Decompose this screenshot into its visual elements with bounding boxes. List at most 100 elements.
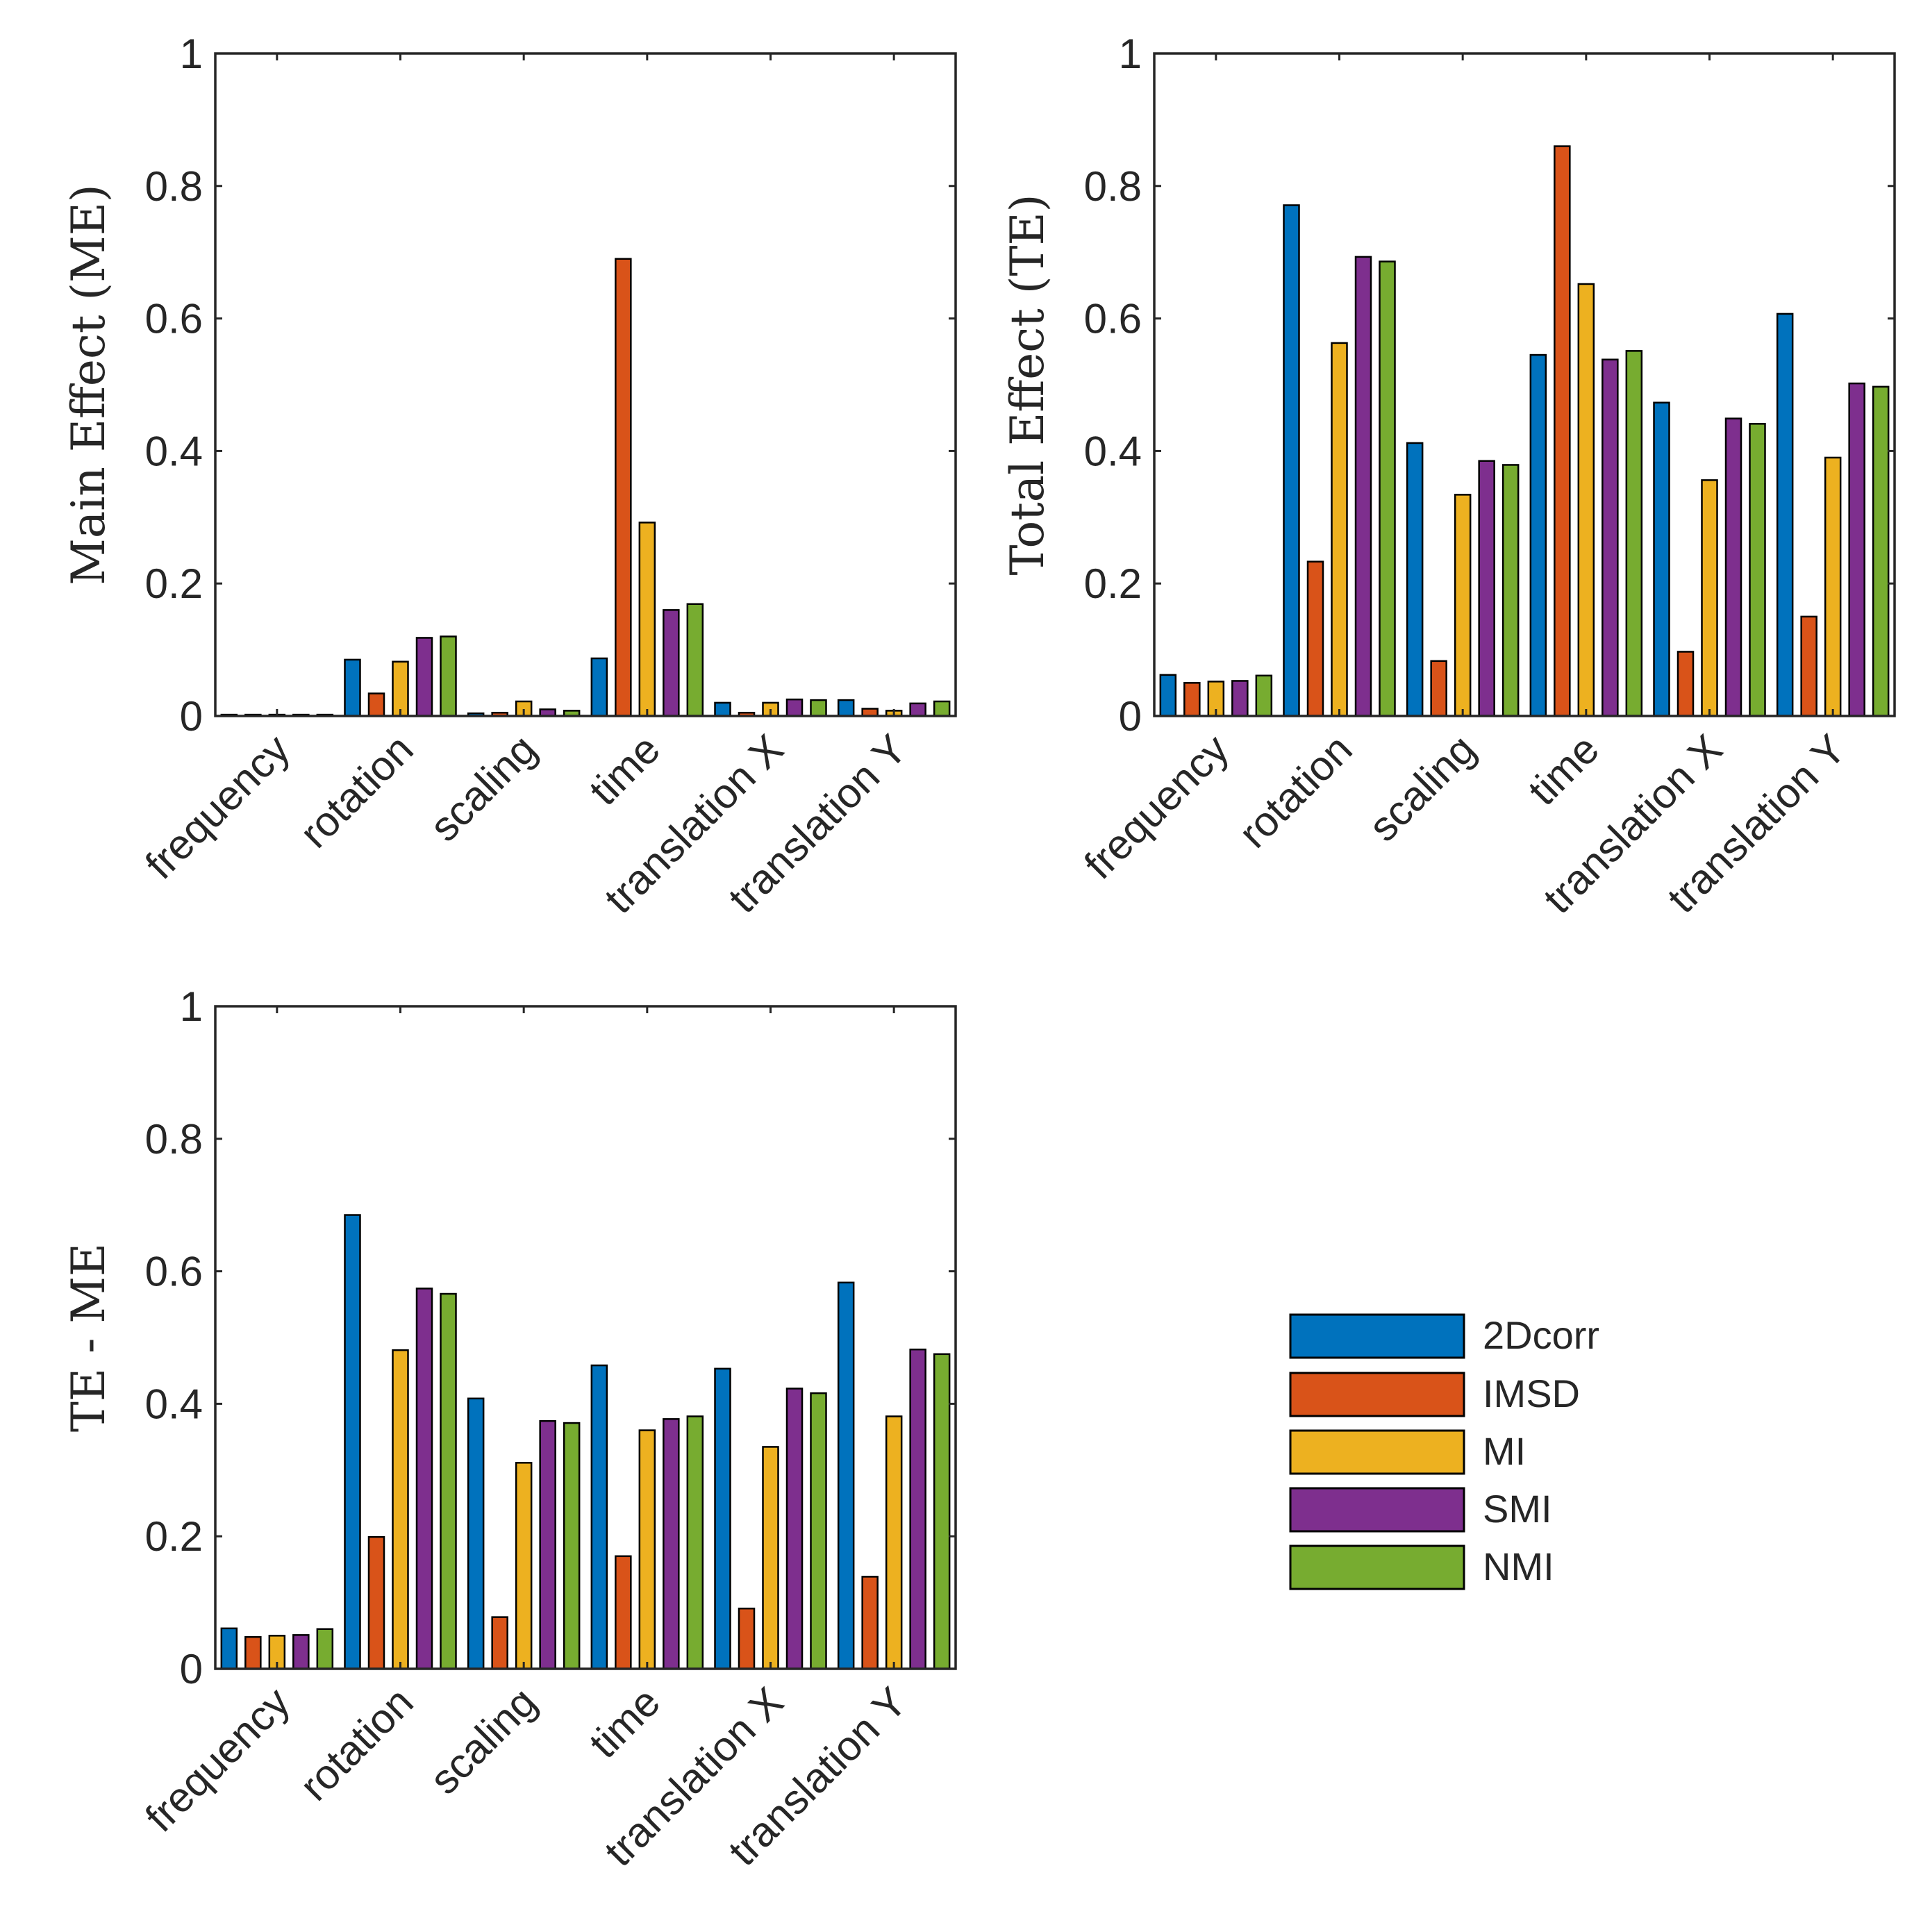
bar-smi-translation-y: [909, 1348, 926, 1670]
bar-nmi-scaling: [1501, 464, 1520, 717]
bar-imsd-time: [1554, 145, 1571, 717]
legend-swatch-smi: [1289, 1487, 1465, 1533]
bar-mi-translation-x: [1701, 479, 1718, 717]
bar-nmi-translation-x: [810, 1392, 827, 1670]
bar-imsd-translation-y: [861, 1576, 879, 1670]
bar-smi-scaling: [539, 1419, 556, 1670]
y-tick-label: 0.8: [145, 163, 203, 210]
bar-2dcorr-time: [1529, 353, 1547, 717]
bar-nmi-translation-y: [1872, 385, 1890, 717]
y-tick-label: 0.2: [145, 560, 203, 607]
bar-nmi-frequency: [1255, 674, 1273, 717]
y-tick-label: 1: [180, 31, 203, 77]
legend: 2Dcorr IMSD MI SMI NMI: [1289, 1313, 1599, 1590]
bar-mi-rotation: [1331, 342, 1348, 717]
legend-label-2dcorr: 2Dcorr: [1483, 1313, 1599, 1357]
bar-smi-rotation: [415, 1288, 433, 1670]
legend-swatch-nmi: [1289, 1544, 1465, 1590]
bar-mi-rotation: [392, 660, 409, 717]
bar-smi-frequency: [292, 1634, 310, 1670]
bar-nmi-time: [686, 603, 704, 717]
axes-frame: [214, 1005, 957, 1670]
y-tick-label: 0.2: [1084, 560, 1142, 607]
y-axis-title: TE - ME: [62, 1243, 115, 1432]
bars: [1159, 145, 1890, 717]
bar-nmi-scaling: [563, 1422, 581, 1670]
bar-imsd-scaling: [1430, 660, 1447, 717]
bar-mi-time: [638, 522, 656, 717]
bar-2dcorr-translation-x: [714, 1367, 731, 1670]
bar-smi-scaling: [1478, 460, 1495, 717]
legend-entry-mi: MI: [1289, 1429, 1526, 1475]
y-ticks: 0 0.2 0.4 0.6 0.8 1: [145, 983, 956, 1692]
bar-nmi-translation-y: [933, 700, 951, 717]
bar-nmi-frequency: [316, 1628, 334, 1670]
axes-frame: [1153, 52, 1896, 717]
y-tick-label: 0.4: [145, 1381, 203, 1427]
bar-nmi-translation-y: [933, 1353, 951, 1670]
bar-2dcorr-translation-y: [837, 699, 855, 717]
bar-imsd-rotation: [367, 1535, 385, 1670]
bar-2dcorr-scaling: [1406, 442, 1424, 717]
y-tick-label: 0.6: [145, 296, 203, 342]
legend-entry-2dcorr: 2Dcorr: [1289, 1313, 1599, 1359]
legend-label-nmi: NMI: [1483, 1544, 1554, 1588]
y-tick-label: 0: [1119, 693, 1142, 740]
bar-mi-translation-y: [885, 1415, 903, 1670]
y-tick-label: 0.4: [145, 428, 203, 474]
bar-2dcorr-rotation: [344, 1214, 361, 1670]
bar-2dcorr-translation-x: [1653, 401, 1670, 717]
bar-imsd-rotation: [1306, 560, 1324, 717]
legend-label-mi: MI: [1483, 1429, 1526, 1473]
bar-2dcorr-time: [590, 1364, 608, 1670]
bar-smi-time: [663, 1418, 680, 1670]
legend-label-smi: SMI: [1483, 1487, 1552, 1531]
y-tick-label: 0.4: [1084, 428, 1142, 474]
bar-imsd-translation-x: [1677, 651, 1695, 717]
y-tick-label: 0.6: [145, 1249, 203, 1295]
y-tick-label: 0.8: [1084, 163, 1142, 210]
bar-smi-translation-x: [1724, 417, 1742, 717]
bar-nmi-translation-x: [1749, 423, 1766, 717]
bar-nmi-rotation: [1379, 260, 1396, 717]
bar-nmi-rotation: [440, 635, 457, 717]
legend-label-imsd: IMSD: [1483, 1372, 1580, 1415]
bar-smi-rotation: [1354, 256, 1372, 717]
bar-smi-translation-y: [1848, 382, 1865, 717]
bar-nmi-rotation: [440, 1292, 457, 1670]
bar-2dcorr-rotation: [1283, 204, 1300, 717]
y-axis-title: Total Effect (TE): [1001, 194, 1054, 576]
bar-mi-rotation: [392, 1349, 409, 1670]
bar-mi-time: [638, 1429, 656, 1670]
bar-2dcorr-translation-x: [714, 701, 731, 717]
bar-2dcorr-translation-y: [837, 1281, 855, 1670]
y-ticks: 0 0.2 0.4 0.6 0.8 1: [1084, 31, 1895, 740]
bar-imsd-translation-y: [1800, 615, 1817, 717]
bar-mi-scaling: [1454, 494, 1472, 717]
legend-entry-imsd: IMSD: [1289, 1372, 1580, 1417]
bar-imsd-frequency: [1183, 682, 1201, 717]
bar-imsd-time: [615, 1555, 632, 1670]
bar-2dcorr-frequency: [220, 1627, 238, 1670]
bar-nmi-time: [686, 1415, 704, 1670]
y-tick-label: 0: [180, 1646, 203, 1692]
bar-nmi-time: [1625, 350, 1643, 717]
bar-imsd-scaling: [491, 1616, 508, 1670]
y-axis-title: Main Effect (ME): [62, 184, 115, 585]
bar-mi-translation-x: [762, 1446, 779, 1670]
bar-2dcorr-translation-y: [1776, 313, 1794, 717]
bar-nmi-translation-x: [810, 699, 827, 717]
bar-smi-translation-y: [909, 702, 926, 717]
bar-mi-time: [1577, 283, 1595, 717]
bar-mi-translation-y: [1824, 456, 1842, 717]
bar-2dcorr-scaling: [467, 1397, 485, 1670]
y-tick-label: 0.2: [145, 1513, 203, 1560]
y-tick-label: 0.8: [145, 1116, 203, 1163]
bar-smi-time: [1602, 358, 1619, 717]
y-tick-label: 1: [180, 983, 203, 1030]
legend-swatch-mi: [1289, 1429, 1465, 1475]
y-tick-label: 1: [1119, 31, 1142, 77]
bar-smi-frequency: [1231, 680, 1249, 717]
